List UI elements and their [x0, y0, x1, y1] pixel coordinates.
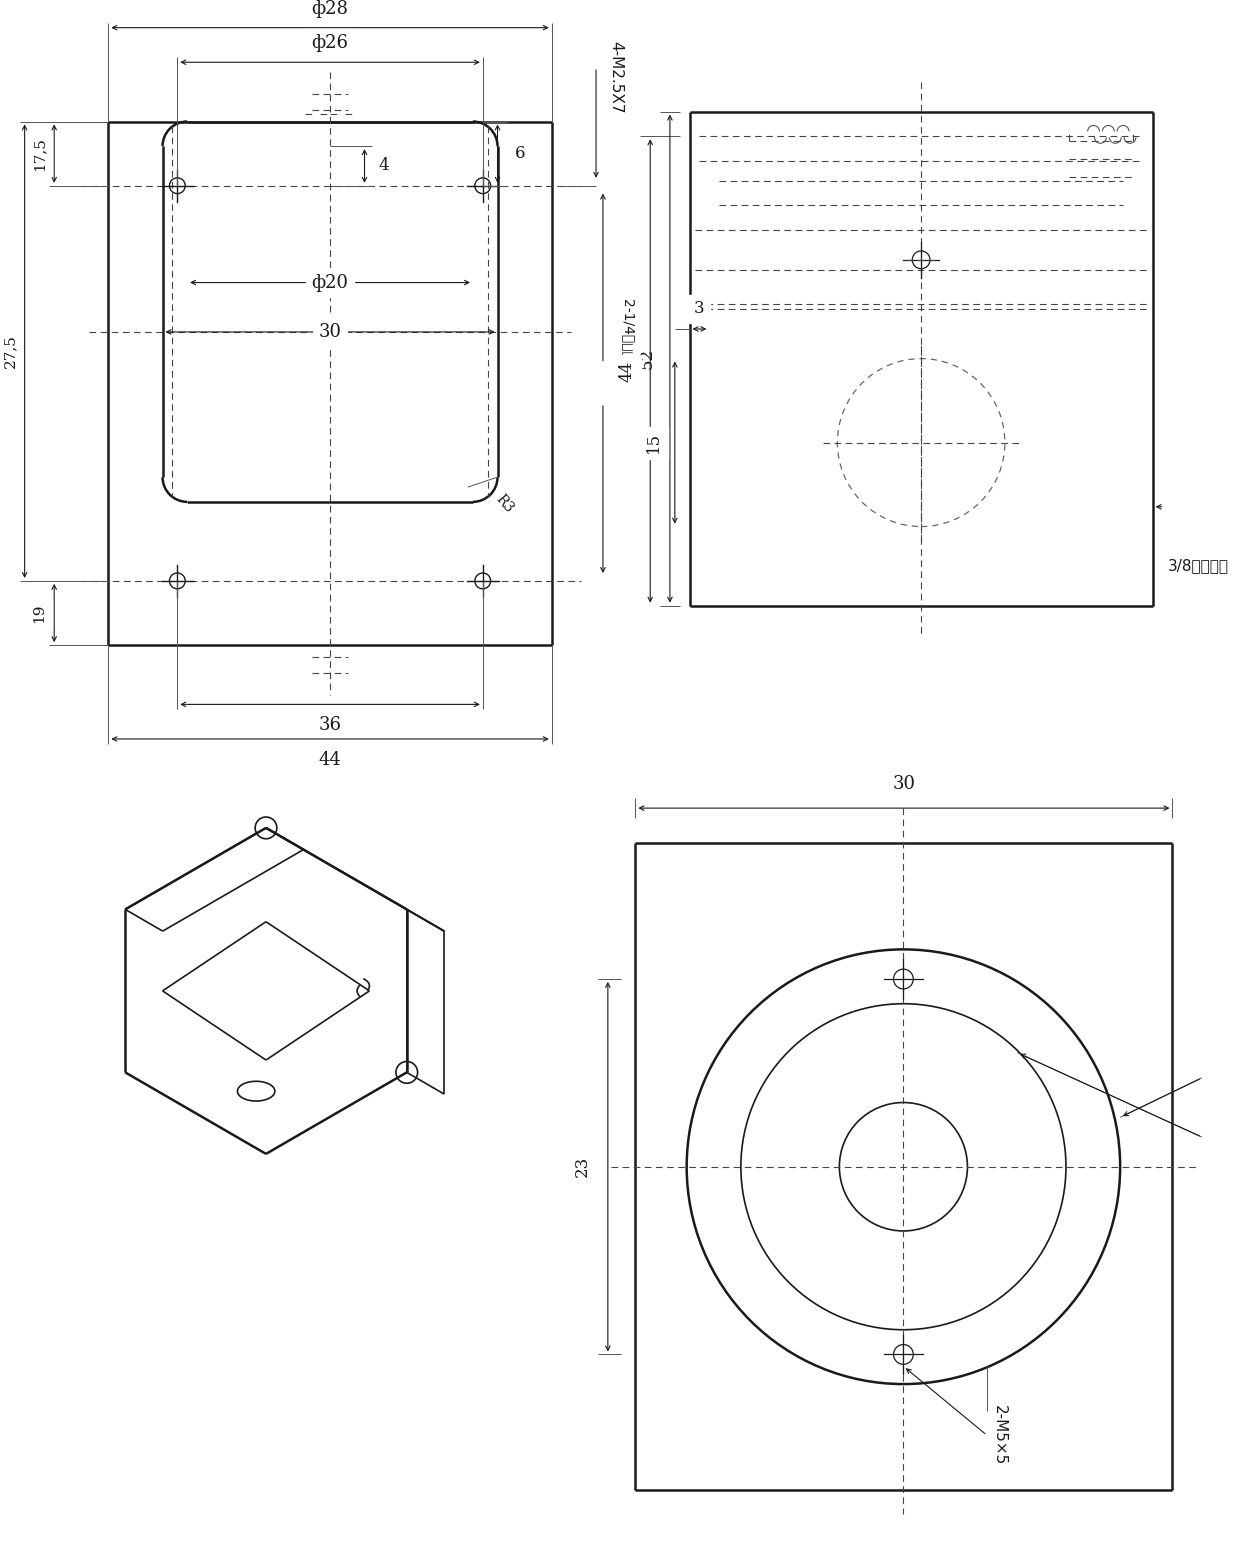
- Text: 27,5: 27,5: [2, 334, 17, 368]
- Text: 3/8英制螺纹: 3/8英制螺纹: [1167, 558, 1229, 573]
- Text: 23: 23: [574, 1156, 591, 1178]
- Text: 2-1/4英制螺纹: 2-1/4英制螺纹: [621, 300, 635, 368]
- Text: ф20: ф20: [311, 274, 348, 292]
- Text: 44: 44: [319, 751, 341, 769]
- Text: 44: 44: [619, 361, 635, 382]
- Text: 30: 30: [319, 323, 341, 340]
- Text: 15: 15: [645, 432, 662, 454]
- Text: 4-M2.5X7: 4-M2.5X7: [608, 40, 622, 113]
- Text: R3: R3: [492, 493, 516, 516]
- Text: 2-M5×5: 2-M5×5: [992, 1405, 1007, 1465]
- Text: 36: 36: [319, 716, 341, 733]
- Text: ф28: ф28: [311, 0, 348, 17]
- Text: 17,5: 17,5: [32, 137, 46, 171]
- Text: ф26: ф26: [311, 34, 348, 53]
- Text: 3: 3: [694, 300, 704, 317]
- Text: 30: 30: [893, 775, 915, 793]
- Text: 6: 6: [516, 145, 526, 162]
- Text: 19: 19: [32, 603, 46, 623]
- Text: 52: 52: [639, 348, 655, 370]
- Text: 4: 4: [378, 157, 389, 174]
